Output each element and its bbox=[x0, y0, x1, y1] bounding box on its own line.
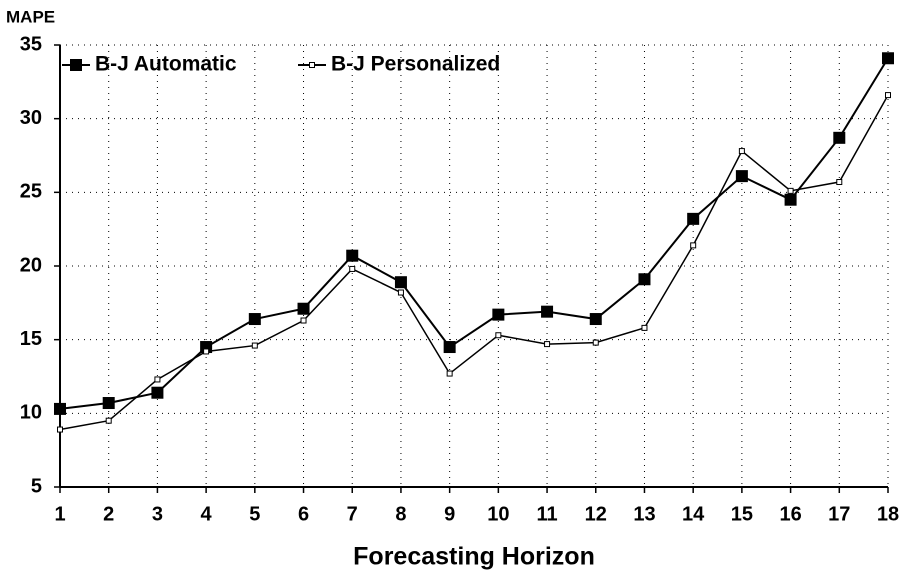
x-tick-label: 3 bbox=[152, 503, 163, 525]
marker bbox=[836, 179, 843, 186]
marker bbox=[592, 339, 599, 346]
x-tick-label: 8 bbox=[395, 503, 406, 525]
marker bbox=[57, 426, 63, 433]
y-axis-label: MAPE bbox=[6, 7, 55, 26]
y-tick-label: 30 bbox=[20, 107, 42, 129]
marker bbox=[248, 313, 261, 326]
legend-label: B-J Automatic bbox=[95, 53, 237, 76]
marker bbox=[885, 92, 891, 99]
legend-marker bbox=[70, 59, 82, 71]
marker bbox=[589, 313, 602, 326]
y-tick-label: 20 bbox=[20, 254, 42, 276]
marker bbox=[641, 324, 648, 331]
marker bbox=[690, 242, 697, 249]
marker bbox=[833, 131, 846, 144]
marker bbox=[297, 302, 310, 315]
marker bbox=[544, 341, 551, 348]
y-tick-label: 10 bbox=[20, 402, 42, 424]
x-tick-label: 11 bbox=[536, 503, 557, 525]
marker bbox=[495, 332, 502, 339]
line bbox=[59, 94, 889, 431]
x-tick-label: 6 bbox=[298, 503, 309, 525]
marker bbox=[54, 402, 66, 415]
legend-marker bbox=[309, 62, 315, 68]
marker bbox=[251, 342, 258, 349]
x-tick-label: 5 bbox=[249, 503, 260, 525]
marker bbox=[735, 170, 748, 183]
marker bbox=[151, 386, 164, 399]
marker bbox=[638, 273, 651, 286]
x-tick-label: 12 bbox=[585, 503, 607, 525]
marker bbox=[492, 308, 505, 321]
x-tick-label: 1 bbox=[54, 503, 65, 525]
x-axis-label: Forecasting Horizon bbox=[353, 543, 595, 571]
x-tick-label: 15 bbox=[731, 503, 753, 525]
marker bbox=[154, 376, 161, 383]
x-tick-label: 17 bbox=[828, 503, 850, 525]
marker bbox=[738, 148, 745, 155]
marker bbox=[349, 265, 356, 272]
y-tick-label: 15 bbox=[20, 328, 42, 350]
marker bbox=[687, 212, 700, 225]
x-tick-label: 4 bbox=[201, 503, 213, 525]
marker bbox=[541, 305, 554, 318]
x-tick-label: 18 bbox=[877, 503, 899, 525]
x-tick-label: 2 bbox=[103, 503, 114, 525]
y-tick-label: 25 bbox=[20, 181, 42, 203]
x-tick-label: 13 bbox=[633, 503, 655, 525]
x-tick-label: 14 bbox=[682, 503, 705, 525]
x-tick-label: 7 bbox=[347, 503, 358, 525]
marker bbox=[882, 52, 894, 65]
marker bbox=[397, 289, 404, 296]
y-tick-label: 5 bbox=[31, 475, 42, 497]
y-tick-label: 35 bbox=[20, 33, 42, 55]
marker bbox=[446, 370, 453, 377]
marker bbox=[105, 417, 112, 424]
marker bbox=[346, 249, 359, 262]
marker bbox=[300, 317, 307, 324]
line bbox=[59, 57, 889, 410]
marker bbox=[784, 193, 797, 206]
marker bbox=[394, 276, 407, 289]
x-tick-label: 16 bbox=[779, 503, 801, 525]
marker bbox=[203, 348, 210, 355]
x-tick-label: 10 bbox=[487, 503, 509, 525]
legend-label: B-J Personalized bbox=[331, 53, 500, 76]
marker bbox=[787, 187, 794, 194]
x-tick-label: 9 bbox=[444, 503, 455, 525]
marker bbox=[102, 397, 115, 410]
marker bbox=[443, 341, 456, 354]
